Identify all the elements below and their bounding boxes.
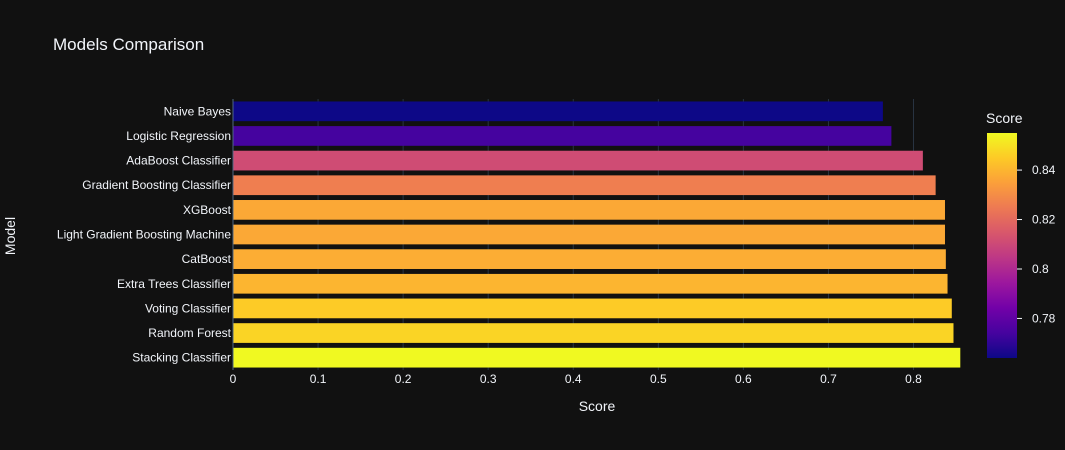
- x-tick-label: 0.2: [395, 372, 412, 386]
- y-axis-title: Model: [2, 217, 18, 255]
- x-tick-label: 0.4: [565, 372, 582, 386]
- bar-stacking-classifier: [233, 347, 961, 368]
- x-tick-label: 0.5: [650, 372, 667, 386]
- x-tick-label: 0.7: [820, 372, 837, 386]
- y-tick-label: Light Gradient Boosting Machine: [57, 228, 231, 242]
- y-tick-label: Gradient Boosting Classifier: [82, 178, 231, 192]
- bar-voting-classifier: [233, 298, 952, 319]
- x-axis-title: Score: [579, 398, 616, 414]
- y-tick-label: Stacking Classifier: [132, 351, 231, 365]
- bar-adaboost-classifier: [233, 150, 923, 171]
- colorbar-tick-label: 0.84: [1032, 163, 1056, 177]
- bar-naive-bayes: [233, 101, 883, 122]
- x-tick-label: 0.1: [310, 372, 327, 386]
- y-tick-label: Naive Bayes: [164, 104, 231, 118]
- x-tick-labels: 0 0.1 0.2 0.3 0.4 0.5 0.6 0.7 0.8: [230, 372, 923, 386]
- y-tick-label: Random Forest: [148, 326, 231, 340]
- bar-xgboost: [233, 200, 945, 220]
- x-tick-label: 0.6: [735, 372, 752, 386]
- chart-title: Models Comparison: [53, 35, 204, 54]
- colorbar: [987, 133, 1017, 358]
- bars: [232, 99, 961, 370]
- colorbar-tick-labels: 0.78 0.8 0.82 0.84: [1017, 163, 1056, 325]
- bar-catboost: [233, 249, 946, 269]
- y-tick-label: Extra Trees Classifier: [117, 277, 231, 291]
- colorbar-tick-label: 0.8: [1032, 262, 1049, 276]
- x-tick-label: 0: [230, 372, 237, 386]
- colorbar-title: Score: [986, 110, 1023, 126]
- y-tick-label: Logistic Regression: [126, 129, 231, 143]
- colorbar-tick-label: 0.78: [1032, 311, 1056, 325]
- bar-gradient-boosting-classifier: [233, 175, 936, 196]
- bar-light-gradient-boosting-machine: [233, 224, 945, 245]
- bar-random-forest: [233, 323, 954, 343]
- x-tick-label: 0.3: [480, 372, 497, 386]
- y-tick-labels: Naive Bayes Logistic Regression AdaBoost C…: [57, 104, 232, 364]
- y-tick-label: XGBoost: [183, 203, 232, 217]
- bar-logistic-regression: [233, 126, 892, 146]
- x-tick-label: 0.8: [905, 372, 922, 386]
- colorbar-tick-label: 0.82: [1032, 213, 1056, 227]
- y-tick-label: AdaBoost Classifier: [126, 154, 231, 168]
- bar-extra-trees-classifier: [233, 273, 948, 294]
- y-tick-label: CatBoost: [182, 252, 232, 266]
- y-tick-label: Voting Classifier: [145, 301, 231, 315]
